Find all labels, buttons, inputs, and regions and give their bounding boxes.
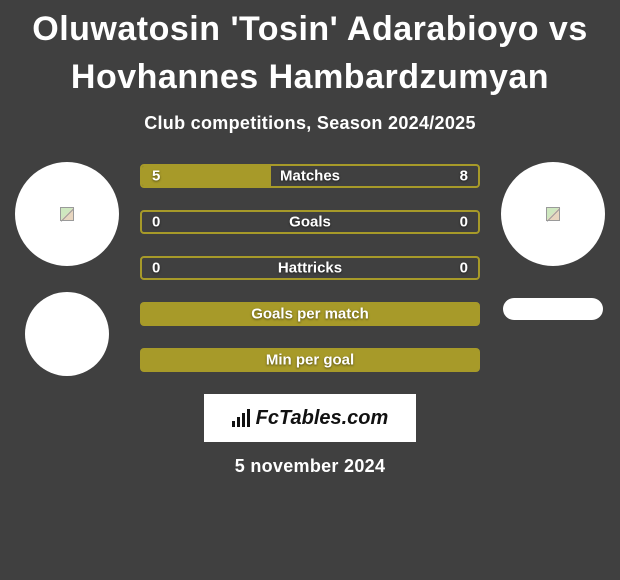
stat-value-left: 0 [152, 214, 160, 231]
player-left-avatar [15, 162, 119, 266]
stat-bar-row: 0 Hattricks 0 [140, 256, 480, 280]
stat-value-left: 5 [152, 168, 160, 185]
bar-chart-icon [232, 409, 250, 427]
player-right-column [498, 162, 608, 320]
stat-label: Hattricks [278, 260, 342, 277]
stat-bar-row: Goals per match [140, 302, 480, 326]
source-card: FcTables.com [204, 394, 416, 442]
stat-bar-row: 0 Goals 0 [140, 210, 480, 234]
stat-label: Matches [280, 168, 340, 185]
player-left-column [12, 162, 122, 376]
subtitle: Club competitions, Season 2024/2025 [144, 113, 476, 134]
stat-label: Goals per match [251, 306, 369, 323]
comparison-card: Oluwatosin 'Tosin' Adarabioyo vs Hovhann… [0, 0, 620, 477]
image-placeholder-icon [60, 207, 74, 221]
page-title: Oluwatosin 'Tosin' Adarabioyo vs Hovhann… [12, 6, 607, 101]
stat-value-right: 0 [460, 260, 468, 277]
date-line: 5 november 2024 [235, 456, 386, 477]
title-line-2: Hovhannes Hambardzumyan [71, 58, 549, 96]
stat-label: Min per goal [266, 352, 354, 369]
stat-bars: 5 Matches 8 0 Goals 0 0 Hattricks 0 Goals per mat… [140, 162, 480, 372]
source-brand: FcTables.com [256, 407, 389, 430]
player-right-avatar [501, 162, 605, 266]
stat-bar-row: Min per goal [140, 348, 480, 372]
stat-label: Goals [289, 214, 331, 231]
player-left-club-badge [25, 292, 109, 376]
stat-value-left: 0 [152, 260, 160, 277]
stat-bar-row: 5 Matches 8 [140, 164, 480, 188]
stat-bar-fill [142, 166, 271, 186]
stat-value-right: 8 [460, 168, 468, 185]
title-line-1: Oluwatosin 'Tosin' Adarabioyo vs [32, 10, 587, 48]
player-right-club-badge [503, 298, 603, 320]
comparison-body: 5 Matches 8 0 Goals 0 0 Hattricks 0 Goals per mat… [0, 162, 620, 376]
image-placeholder-icon [546, 207, 560, 221]
stat-value-right: 0 [460, 214, 468, 231]
